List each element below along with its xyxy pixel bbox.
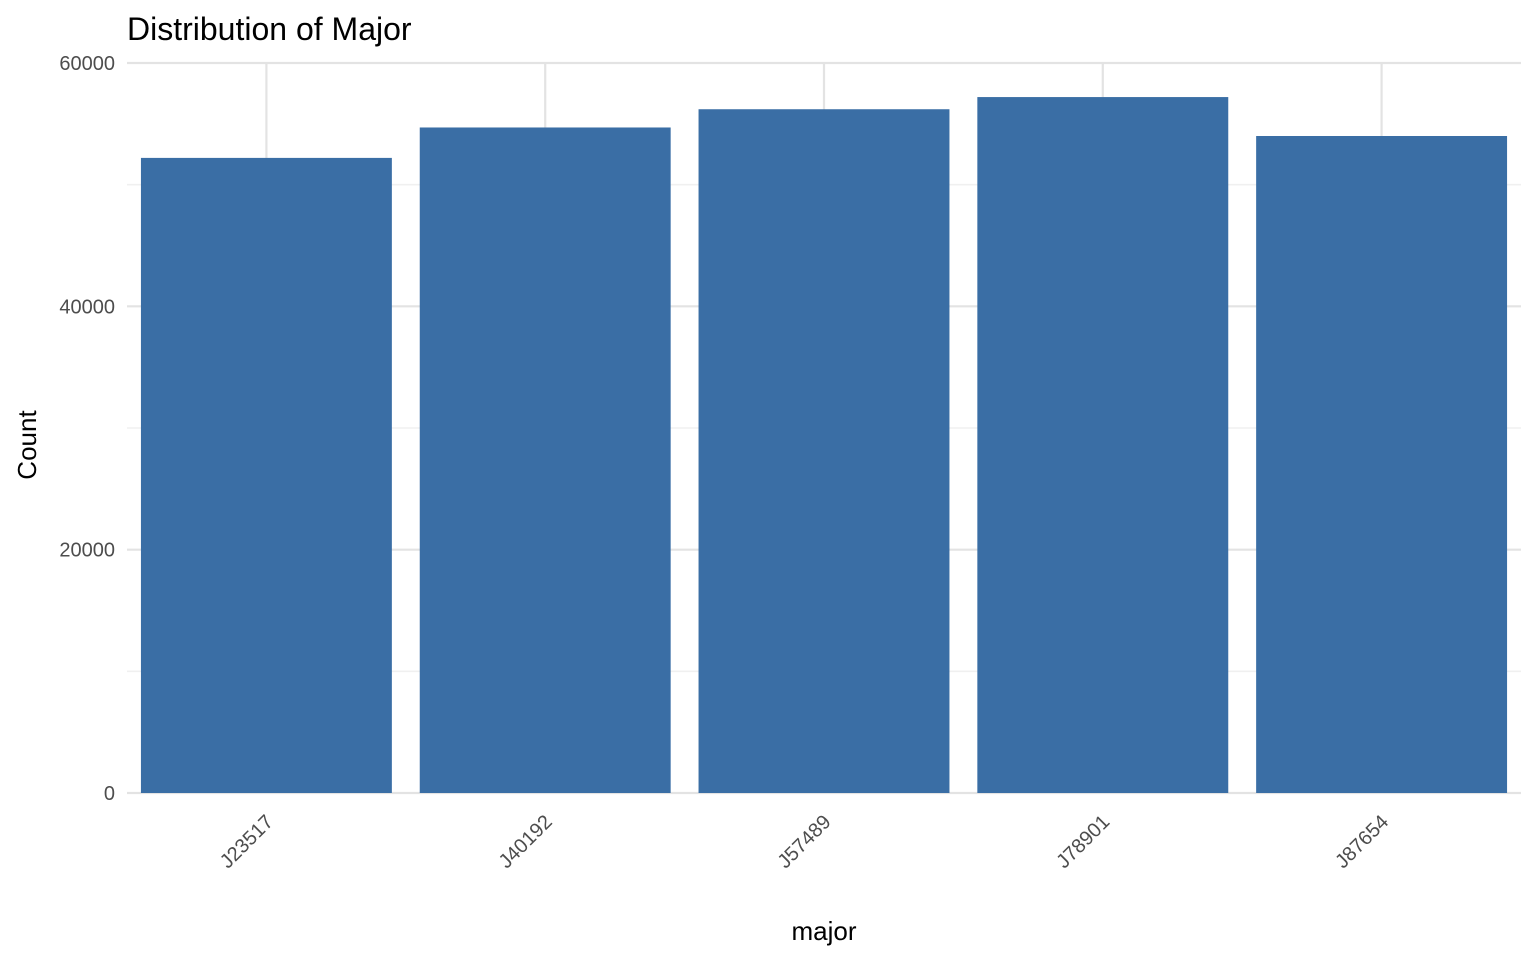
x-tick-label: J23517 [216,811,278,873]
bar [140,157,392,793]
y-tick-label: 60000 [59,53,115,75]
x-tick-label: J57489 [774,811,836,873]
x-axis-ticks: J23517 J40192 J57489 J78901 J87654 [216,811,1393,873]
bars [140,97,1508,794]
x-tick-label: J78901 [1052,811,1114,873]
bar [698,109,950,793]
bar [1256,136,1508,793]
y-axis-title: Count [12,410,42,480]
bar [419,127,671,793]
y-tick-label: 20000 [59,540,115,562]
x-axis-title: major [791,916,856,946]
y-axis-ticks: 0 20000 40000 60000 [59,53,115,805]
y-tick-label: 40000 [59,296,115,318]
chart-title: Distribution of Major [127,11,412,47]
x-tick-label: J87654 [1331,811,1393,873]
x-tick-label: J40192 [495,811,557,873]
bar [977,97,1229,794]
y-tick-label: 0 [104,783,115,805]
